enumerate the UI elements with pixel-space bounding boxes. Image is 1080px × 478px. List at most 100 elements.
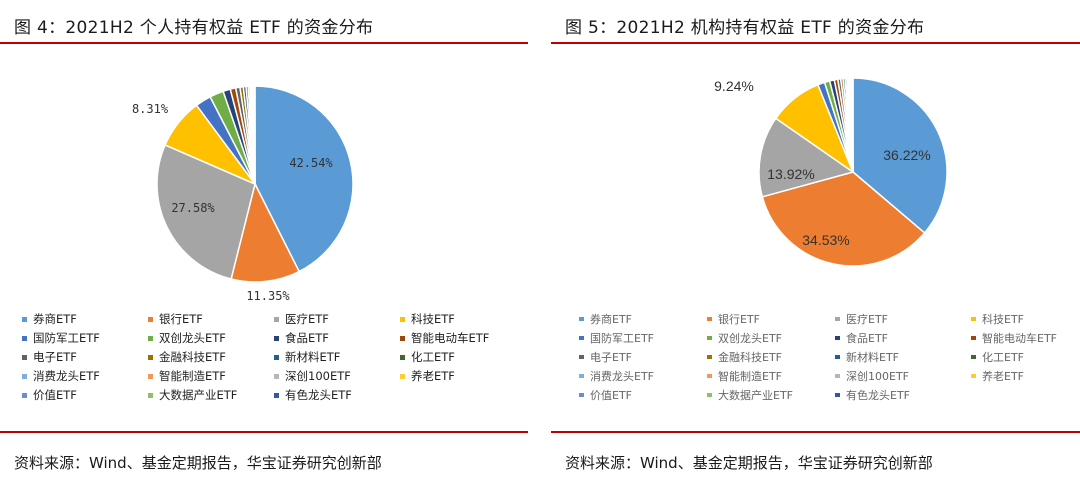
legend-label: 科技ETF (411, 312, 455, 326)
legend-label: 国防军工ETF (590, 332, 654, 345)
legend-swatch (22, 316, 27, 322)
legend-swatch (971, 336, 976, 340)
legend-label: 价值ETF (590, 389, 632, 402)
right-source-note: 资料来源：Wind、基金定期报告，华宝证券研究创新部 (565, 454, 933, 472)
slice-data-label: 9.24% (714, 78, 754, 94)
slice-data-label: 36.22% (883, 147, 930, 163)
legend-item: 化工ETF (971, 350, 1080, 364)
legend-item: 国防军工ETF (22, 331, 148, 345)
legend-item: 电子ETF (579, 350, 707, 364)
legend-label: 双创龙头ETF (159, 331, 226, 345)
legend-label: 电子ETF (33, 350, 77, 364)
legend-swatch (971, 355, 976, 359)
legend-swatch (579, 374, 584, 378)
legend-item: 智能电动车ETF (971, 331, 1080, 345)
legend-swatch (835, 317, 840, 321)
legend-swatch (971, 317, 976, 321)
legend-label: 智能电动车ETF (411, 331, 490, 345)
legend-swatch (22, 335, 27, 341)
pie-slice (254, 85, 354, 273)
legend-label: 食品ETF (846, 332, 888, 345)
legend-label: 银行ETF (718, 313, 760, 326)
legend-label: 大数据产业ETF (718, 389, 793, 402)
pie-slice (761, 171, 926, 267)
legend-item: 食品ETF (274, 331, 400, 345)
legend-swatch (707, 355, 712, 359)
legend-label: 券商ETF (33, 312, 77, 326)
legend-swatch (274, 373, 279, 379)
slice-data-label: 42.54% (289, 156, 333, 170)
right-figure-title: 图 5：2021H2 机构持有权益 ETF 的资金分布 (565, 18, 925, 38)
legend-label: 新材料ETF (846, 351, 899, 364)
legend-swatch (707, 317, 712, 321)
legend-swatch (148, 354, 153, 360)
legend-label: 智能电动车ETF (982, 332, 1057, 345)
legend-item: 智能制造ETF (707, 369, 835, 383)
legend-swatch (274, 316, 279, 322)
legend-label: 券商ETF (590, 313, 632, 326)
slice-data-label: 8.31% (132, 102, 169, 116)
legend-label: 医疗ETF (846, 313, 888, 326)
legend-item: 养老ETF (971, 369, 1080, 383)
legend-label: 双创龙头ETF (718, 332, 782, 345)
left-pie-chart: 42.54% 11.35% 27.58% 8.31% (132, 85, 354, 303)
legend-label: 消费龙头ETF (33, 369, 100, 383)
legend-item: 智能电动车ETF (400, 331, 526, 345)
legend-swatch (400, 316, 405, 322)
legend-swatch (274, 392, 279, 398)
slice-data-label: 11.35% (246, 289, 290, 303)
legend-label: 新材料ETF (285, 350, 341, 364)
legend-item: 券商ETF (579, 312, 707, 326)
legend-label: 有色龙头ETF (846, 389, 910, 402)
legend-item: 国防军工ETF (579, 331, 707, 345)
legend-swatch (707, 374, 712, 378)
legend-label: 价值ETF (33, 388, 77, 402)
slice-data-label: 13.92% (767, 166, 814, 182)
legend-swatch (835, 393, 840, 397)
legend-swatch (148, 316, 153, 322)
legend-item: 消费龙头ETF (579, 369, 707, 383)
legend-swatch (148, 373, 153, 379)
legend-item: 电子ETF (22, 350, 148, 364)
legend-item: 深创100ETF (274, 369, 400, 383)
legend-item: 大数据产业ETF (707, 388, 835, 402)
right-figure-panel: 图 5：2021H2 机构持有权益 ETF 的资金分布 36.22% 34.53%… (551, 0, 1080, 478)
legend-swatch (148, 335, 153, 341)
legend-swatch (148, 392, 153, 398)
legend-swatch (579, 317, 584, 321)
legend-label: 食品ETF (285, 331, 329, 345)
legend-label: 银行ETF (159, 312, 203, 326)
legend-swatch (835, 336, 840, 340)
left-bottom-rule (0, 431, 528, 433)
legend-swatch (400, 335, 405, 341)
legend-swatch (400, 354, 405, 360)
slice-data-label: 34.53% (802, 232, 849, 248)
legend-label: 有色龙头ETF (285, 388, 352, 402)
left-top-rule (0, 42, 528, 44)
legend-item: 养老ETF (400, 369, 526, 383)
legend-label: 科技ETF (982, 313, 1024, 326)
legend-label: 养老ETF (411, 369, 455, 383)
legend-item: 深创100ETF (835, 369, 971, 383)
legend-label: 智能制造ETF (718, 370, 782, 383)
legend-label: 金融科技ETF (718, 351, 782, 364)
left-figure-panel: 图 4：2021H2 个人持有权益 ETF 的资金分布 42.54% 11.35%… (0, 0, 528, 478)
legend-label: 深创100ETF (285, 369, 351, 383)
legend-label: 养老ETF (982, 370, 1024, 383)
legend-item: 价值ETF (22, 388, 148, 402)
legend-item: 消费龙头ETF (22, 369, 148, 383)
legend-item: 化工ETF (400, 350, 526, 364)
left-source-note: 资料来源：Wind、基金定期报告，华宝证券研究创新部 (14, 454, 382, 472)
legend-item: 有色龙头ETF (835, 388, 971, 402)
legend-swatch (971, 374, 976, 378)
legend-label: 消费龙头ETF (590, 370, 654, 383)
pie-slice (758, 117, 855, 198)
right-top-rule (551, 42, 1080, 44)
legend-label: 深创100ETF (846, 370, 909, 383)
legend-item: 科技ETF (400, 312, 526, 326)
legend-label: 化工ETF (411, 350, 455, 364)
legend-swatch (579, 393, 584, 397)
legend-item: 食品ETF (835, 331, 971, 345)
legend-swatch (707, 393, 712, 397)
legend-item: 智能制造ETF (148, 369, 274, 383)
